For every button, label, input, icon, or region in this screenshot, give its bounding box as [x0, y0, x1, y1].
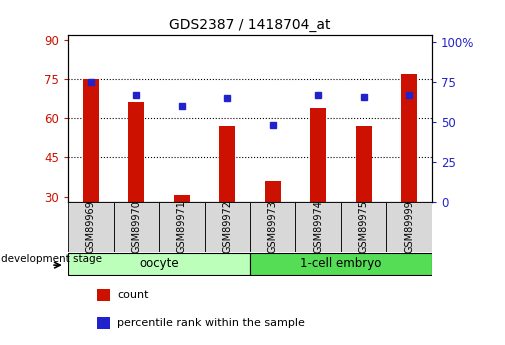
Bar — [265, 181, 281, 202]
Text: percentile rank within the sample: percentile rank within the sample — [117, 318, 305, 328]
Text: development stage: development stage — [2, 254, 103, 264]
Title: GDS2387 / 1418704_at: GDS2387 / 1418704_at — [169, 18, 331, 32]
Text: GSM89970: GSM89970 — [131, 200, 141, 253]
Bar — [68, 253, 250, 275]
Bar — [68, 202, 114, 252]
Bar — [205, 202, 250, 252]
Text: oocyte: oocyte — [139, 257, 179, 270]
Text: GSM89974: GSM89974 — [313, 200, 323, 253]
Bar — [401, 74, 417, 202]
Bar — [341, 202, 386, 252]
Text: count: count — [117, 290, 149, 300]
Text: GSM89969: GSM89969 — [86, 200, 96, 253]
Bar — [250, 253, 432, 275]
Bar — [114, 202, 159, 252]
Bar — [97, 317, 110, 329]
Bar — [250, 202, 295, 252]
Bar — [174, 195, 190, 202]
Text: GSM89973: GSM89973 — [268, 200, 278, 253]
Text: 1-cell embryo: 1-cell embryo — [300, 257, 382, 270]
Bar — [310, 108, 326, 202]
Bar — [159, 202, 205, 252]
Text: GSM89972: GSM89972 — [222, 200, 232, 253]
Text: GSM89975: GSM89975 — [359, 200, 369, 253]
Bar — [356, 126, 372, 202]
Bar — [83, 79, 99, 202]
Text: GSM89999: GSM89999 — [404, 200, 414, 253]
Bar — [386, 202, 432, 252]
Text: GSM89971: GSM89971 — [177, 200, 187, 253]
Bar — [219, 126, 235, 202]
Bar — [128, 102, 144, 202]
Bar — [295, 202, 341, 252]
Bar — [97, 289, 110, 301]
